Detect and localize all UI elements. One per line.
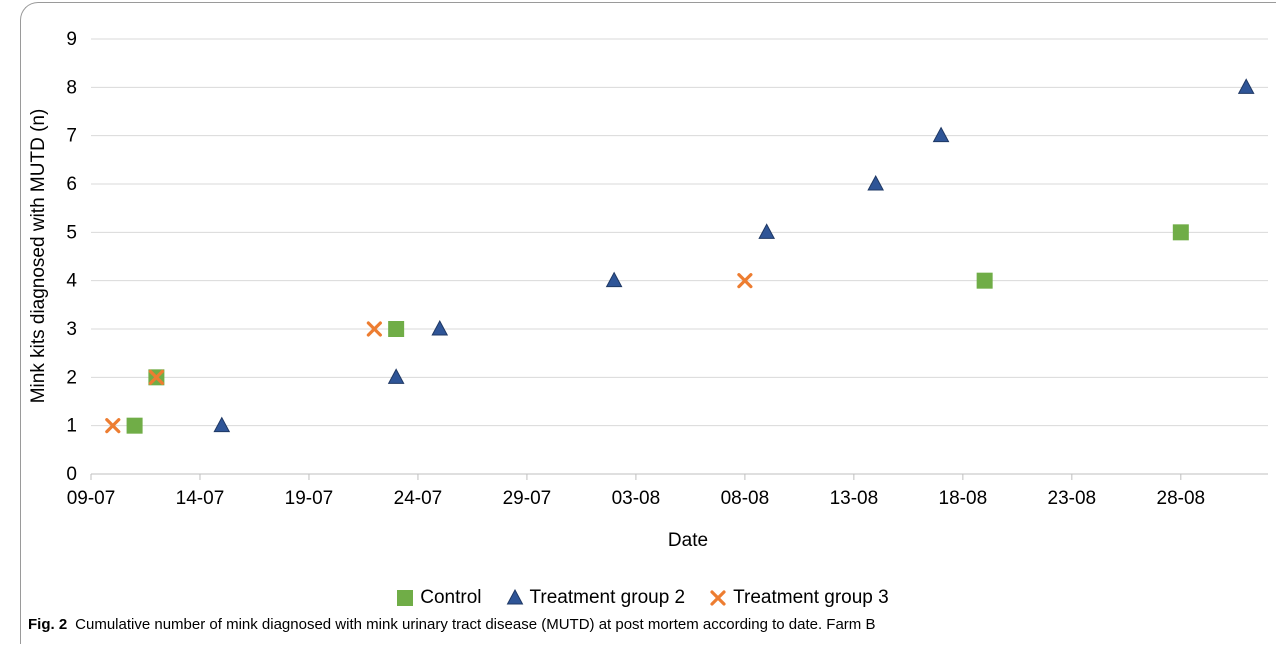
legend-marker-shape	[397, 590, 414, 606]
legend-marker-shape	[710, 590, 726, 606]
point-treatment-group-2	[758, 223, 776, 239]
caption-text: Cumulative number of mink diagnosed with…	[75, 616, 876, 633]
figure-caption: Fig. 2 Cumulative number of mink diagnose…	[28, 616, 1268, 633]
y-axis-label: Mink kits diagnosed with MUTD (n)	[28, 109, 49, 404]
data-points	[105, 78, 1255, 434]
point-treatment-group-2	[867, 174, 885, 191]
x-tick-label: 09-07	[67, 488, 116, 509]
x-tick-label: 14-07	[176, 488, 225, 509]
point-treatment-group-3	[737, 273, 753, 289]
legend-label: Treatment group 2	[529, 587, 686, 608]
x-tick-label: 08-08	[721, 488, 770, 509]
x-tick-label: 13-08	[830, 488, 879, 509]
x-tick-label: 28-08	[1157, 488, 1206, 509]
x-tick-label: 03-08	[612, 488, 661, 509]
legend-label: Treatment group 3	[733, 587, 889, 608]
legend-item-control: Control	[396, 587, 482, 609]
point-control	[126, 417, 143, 434]
y-tick-label: 3	[66, 319, 77, 340]
legend-marker-shape	[506, 589, 523, 605]
y-tick-label: 7	[66, 126, 77, 147]
x-tick-label: 24-07	[394, 488, 443, 509]
x-tick-label: 18-08	[939, 488, 988, 509]
y-tick-label: 0	[66, 464, 77, 485]
legend-marker-control	[397, 590, 414, 606]
point-control	[388, 321, 405, 337]
point-treatment-group-3	[148, 369, 164, 385]
x-tick-label: 19-07	[285, 488, 334, 509]
scatter-chart: 0 1 2 3 4 5 6 7 8 9 09-07 14-07 19-07 24-07 29-07 03-0…	[28, 29, 1268, 551]
y-tick-label: 8	[66, 77, 77, 98]
point-treatment-group-2	[1237, 78, 1255, 94]
point-treatment-group-2	[932, 126, 950, 143]
legend-item-treatment-group-2: Treatment group 2	[506, 587, 686, 609]
y-tick-label: 4	[66, 271, 77, 292]
legend-item-treatment-group-3: Treatment group 3	[709, 587, 889, 609]
point-control	[1172, 224, 1189, 241]
y-tick-label: 5	[66, 222, 77, 243]
y-tick-label: 6	[66, 174, 77, 195]
x-tick-labels: 09-07 14-07 19-07 24-07 29-07 03-08 08-08 13-08…	[67, 488, 1205, 509]
y-tick-label: 9	[66, 29, 77, 50]
y-tick-label: 2	[66, 367, 77, 388]
point-treatment-group-2	[605, 271, 623, 288]
point-control	[976, 272, 993, 289]
y-tick-label: 1	[66, 416, 77, 437]
point-treatment-group-2	[431, 319, 449, 336]
point-treatment-group-2	[213, 416, 231, 433]
point-treatment-group-3	[366, 321, 382, 337]
point-treatment-group-3	[105, 418, 121, 434]
legend-marker-treatment-group-2	[506, 589, 523, 605]
x-axis-label: Date	[668, 530, 708, 551]
legend: Control Treatment group 2 Treatment group …	[0, 586, 1285, 610]
x-tick-label: 29-07	[503, 488, 552, 509]
legend-marker-treatment-group-3	[710, 590, 726, 606]
y-tick-labels: 0 1 2 3 4 5 6 7 8 9	[66, 29, 77, 485]
caption-label: Fig. 2	[28, 616, 68, 633]
point-treatment-group-2	[387, 368, 405, 384]
chart-frame	[20, 2, 1276, 644]
legend-label: Control	[420, 587, 482, 608]
gridlines	[90, 38, 1268, 480]
x-tick-label: 23-08	[1048, 488, 1097, 509]
